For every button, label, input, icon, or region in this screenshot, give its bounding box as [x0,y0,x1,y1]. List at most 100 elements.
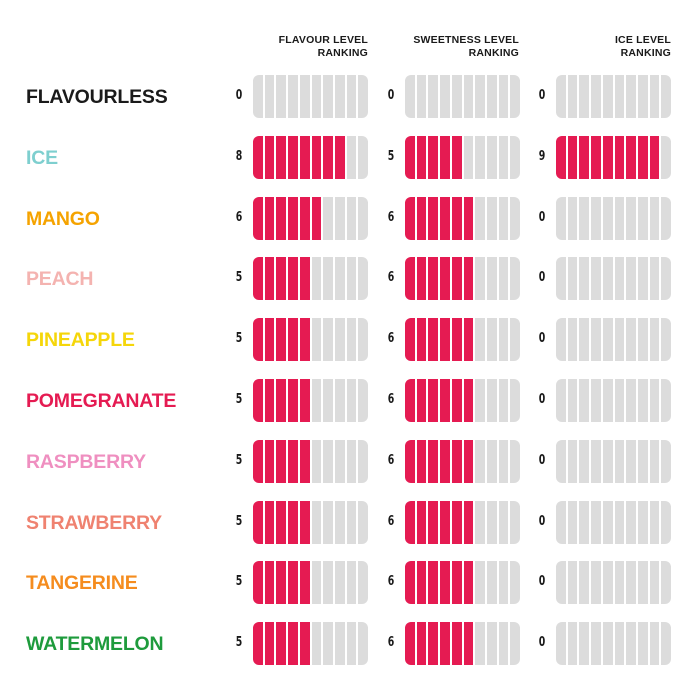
bar-segment-empty [498,257,509,301]
bar-segment-filled [614,135,625,179]
bar-segment-empty [591,622,601,666]
bar-segment-empty [649,196,660,240]
bar-segment-filled [253,622,263,666]
bar-segment-filled [440,622,450,666]
bar-segment-empty [661,500,671,544]
bar-segment-empty [591,257,601,301]
bar-segment-empty [475,75,485,118]
bar-segment-empty [311,257,322,301]
bar-segment-empty [626,379,636,422]
bar-segment-empty [323,379,333,422]
level-bar-mango-sweetness [405,196,520,240]
bar-segment-empty [614,196,625,240]
level-bar-pineapple-flavour [253,318,368,362]
score-flavourless-sweetness: 0 [387,88,395,103]
flavor-label-pomegranate: POMEGRANATE [26,390,177,412]
bar-segment-empty [637,257,648,301]
flavor-label-ice: ICE [26,146,58,169]
bar-segment-empty [556,500,566,544]
bar-segment-empty [637,439,648,483]
bar-segment-filled [416,622,427,666]
bar-segment-filled [405,439,415,483]
bar-segment-empty [486,561,497,605]
bar-segment-empty [649,318,660,362]
bar-segment-empty [358,196,368,240]
column-header-line1: FLAVOUR LEVEL [278,34,368,46]
bar-segment-filled [451,561,462,605]
score-raspberry-ice: 0 [538,452,546,468]
bar-segment-empty [510,379,520,422]
bar-segment-filled [264,439,275,483]
level-bar-pineapple-sweetness [405,318,520,362]
bar-segment-empty [475,500,485,544]
bar-segment-empty [463,135,474,179]
bar-segment-filled [579,135,590,179]
bar-segment-filled [405,257,415,301]
bar-segment-filled [451,318,462,362]
bar-segment-empty [661,257,671,301]
bar-segment-empty [602,318,613,362]
bar-segment-empty [626,196,636,240]
bar-segment-filled [428,379,439,422]
bar-segment-filled [253,439,263,483]
bar-segment-empty [614,75,625,118]
score-peach-ice: 0 [538,270,546,286]
bar-segment-filled [253,196,263,240]
score-strawberry-ice: 0 [538,513,546,529]
bar-segment-empty [475,318,485,362]
bar-segment-empty [323,561,333,605]
bar-segment-empty [579,622,590,666]
bar-segment-empty [661,318,671,362]
level-bar-ice-ice [556,135,671,179]
bar-segment-empty [475,135,485,179]
bar-segment-filled [440,500,450,544]
bar-segment-empty [346,257,357,301]
bar-segment-empty [311,561,322,605]
bar-segment-empty [602,379,613,422]
bar-segment-filled [463,257,474,301]
bar-segment-empty [323,318,333,362]
level-bar-ice-flavour [253,135,368,179]
bar-segment-empty [346,318,357,362]
bar-segment-empty [463,75,474,118]
bar-segment-empty [579,257,590,301]
bar-segment-filled [440,561,450,605]
bar-segment-empty [475,439,485,483]
bar-segment-filled [440,379,450,422]
score-strawberry-sweetness: 6 [387,513,395,529]
score-pineapple-sweetness: 6 [387,331,395,347]
bar-segment-empty [334,500,345,544]
bar-segment-empty [661,379,671,422]
bar-segment-filled [416,135,427,179]
bar-segment-empty [591,75,601,118]
bar-segment-filled [463,379,474,422]
score-watermelon-sweetness: 6 [387,635,395,651]
bar-segment-filled [649,135,660,179]
score-pineapple-flavour: 5 [235,331,243,347]
bar-segment-empty [510,500,520,544]
bar-segment-empty [475,379,485,422]
bar-segment-empty [602,622,613,666]
bar-segment-filled [288,318,298,362]
bar-segment-empty [579,196,590,240]
bar-segment-empty [346,622,357,666]
bar-segment-empty [334,196,345,240]
flavor-label-flavourless: FLAVOURLESS [26,86,168,108]
bar-segment-empty [486,257,497,301]
bar-segment-empty [591,379,601,422]
flavor-label-watermelon: WATERMELON [26,633,164,656]
bar-segment-filled [264,379,275,422]
bar-segment-filled [253,561,263,605]
bar-segment-empty [510,622,520,666]
bar-segment-empty [358,379,368,422]
bar-segment-empty [440,75,450,118]
bar-segment-empty [264,75,275,118]
bar-segment-filled [451,439,462,483]
bar-segment-empty [276,75,287,118]
bar-segment-empty [602,196,613,240]
bar-segment-empty [556,318,566,362]
bar-segment-filled [276,439,287,483]
flavor-label-strawberry: STRAWBERRY [26,511,162,534]
flavor-label-pineapple: PINEAPPLE [26,329,135,352]
level-bar-raspberry-ice [556,439,671,483]
